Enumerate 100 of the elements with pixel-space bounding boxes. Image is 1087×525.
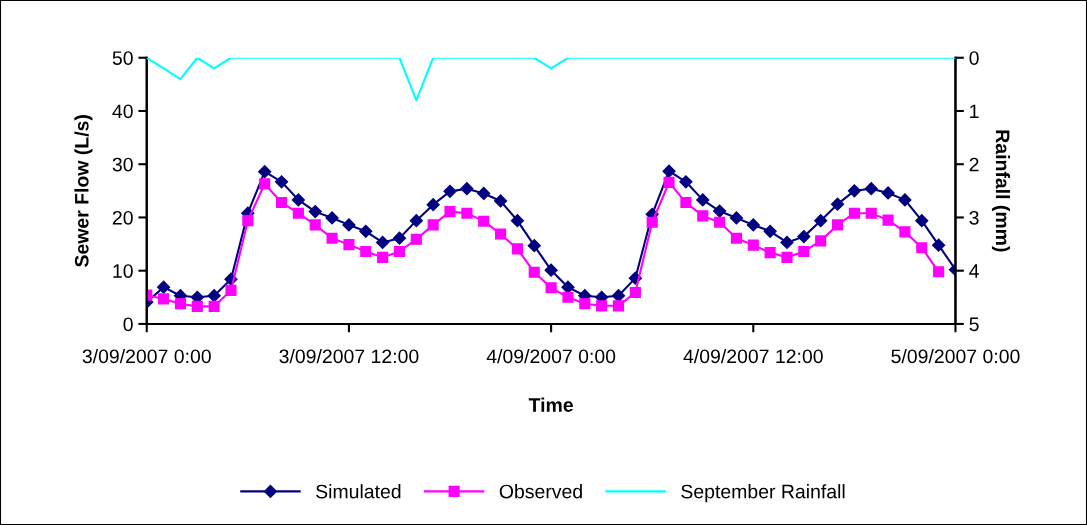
- y2-tick-label: 2: [969, 157, 979, 172]
- point: [158, 293, 170, 305]
- y2-tick-label: 3: [969, 210, 979, 225]
- x-tick-label: 5/09/2007 0:00: [891, 348, 1020, 364]
- point: [916, 242, 928, 254]
- point: [865, 207, 877, 219]
- point: [444, 206, 456, 218]
- x-tick-label: 3/09/2007 0:00: [82, 348, 211, 364]
- point: [359, 224, 373, 238]
- point: [207, 289, 221, 303]
- point: [528, 266, 540, 278]
- y-tick-label: 0: [123, 317, 133, 332]
- point: [409, 214, 423, 228]
- y-tick-label: 10: [113, 264, 133, 278]
- point: [376, 235, 390, 250]
- point: [730, 232, 742, 244]
- x-tick-label: 4/09/2007 0:00: [486, 348, 616, 364]
- y-tick-label: 40: [112, 104, 133, 119]
- point: [460, 182, 474, 196]
- point: [611, 289, 626, 303]
- point: [848, 207, 860, 219]
- point: [292, 207, 304, 219]
- point: [662, 164, 676, 178]
- point: [191, 300, 203, 312]
- x-tick-label: 3/09/2007 12:00: [279, 348, 419, 364]
- point: [864, 182, 878, 196]
- point: [915, 214, 929, 228]
- point: [663, 176, 675, 188]
- point: [308, 205, 322, 219]
- point: [208, 300, 220, 312]
- point: [478, 215, 490, 227]
- point: [326, 232, 338, 244]
- point: [259, 178, 271, 190]
- y2-tick-label: 0: [969, 51, 979, 65]
- point: [426, 198, 440, 212]
- point: [325, 211, 339, 225]
- y-tick-label: 50: [112, 51, 133, 65]
- legend-label: Observed: [499, 484, 582, 499]
- point: [746, 218, 760, 232]
- point: [798, 245, 810, 258]
- y-tick-label: 20: [112, 210, 133, 225]
- y2-tick-label: 4: [969, 264, 979, 278]
- point: [544, 263, 558, 277]
- point: [697, 210, 709, 222]
- point: [242, 215, 254, 227]
- point: [477, 186, 491, 201]
- point: [847, 184, 861, 198]
- point: [561, 280, 575, 294]
- point: [814, 214, 828, 228]
- point: [881, 186, 895, 200]
- point: [714, 216, 726, 228]
- point: [392, 231, 407, 245]
- x-tick-label: 4/09/2007 12:00: [683, 348, 823, 364]
- point: [527, 239, 541, 253]
- point: [612, 300, 625, 312]
- point: [781, 251, 793, 263]
- point: [696, 193, 710, 207]
- point: [713, 204, 727, 218]
- point: [443, 184, 457, 198]
- y-tick-label: 30: [112, 157, 133, 172]
- point: [360, 245, 372, 258]
- point: [377, 251, 389, 263]
- point: [780, 235, 794, 250]
- point: [157, 280, 171, 294]
- point: [562, 291, 574, 303]
- point: [898, 193, 912, 207]
- point: [729, 211, 744, 225]
- point: [275, 196, 288, 209]
- legend-label: Simulated: [316, 484, 401, 499]
- point: [899, 226, 911, 238]
- point: [764, 247, 776, 259]
- y2-tick-label: 5: [969, 317, 979, 332]
- point: [258, 165, 272, 179]
- point: [932, 238, 946, 252]
- point: [797, 230, 811, 244]
- point: [309, 219, 321, 231]
- point: [830, 197, 845, 211]
- point: [510, 214, 525, 228]
- point: [493, 194, 508, 208]
- point: [579, 298, 591, 310]
- point: [174, 298, 186, 310]
- point: [343, 239, 355, 251]
- point: [815, 235, 827, 247]
- point: [679, 175, 693, 189]
- point: [225, 284, 237, 296]
- point: [342, 218, 356, 232]
- point: [495, 228, 507, 240]
- point: [393, 245, 406, 258]
- point: [545, 282, 557, 294]
- point: [629, 286, 641, 299]
- point: [763, 224, 777, 238]
- point: [291, 193, 305, 207]
- y-axis-title: Sewer Flow (L/s): [74, 115, 93, 267]
- y2-tick-label: 1: [970, 104, 979, 119]
- point: [410, 233, 422, 245]
- point: [646, 216, 658, 228]
- y2-axis-title: Rainfall (mm): [991, 130, 1011, 252]
- point: [882, 214, 894, 226]
- legend-label: September Rainfall: [681, 484, 845, 503]
- point: [747, 239, 759, 251]
